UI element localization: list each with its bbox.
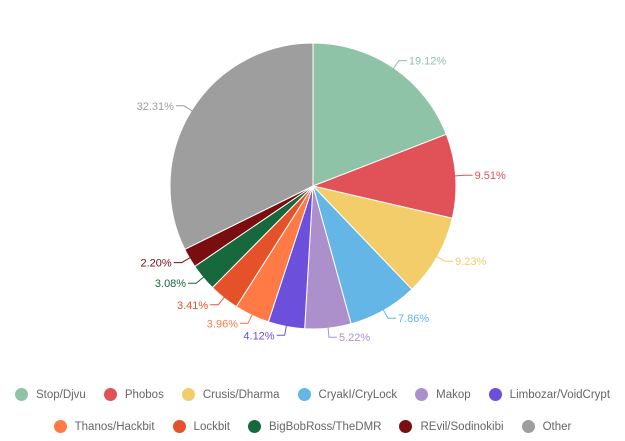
legend-row-2: Thanos/Hackbit Lockbit BigBobRoss/TheDMR RE… [0,420,625,433]
legend-label: REvil/Sodinokibi [420,420,504,433]
legend-label: CryakI/CryLock [318,388,398,401]
legend-swatch [521,420,535,433]
slice-label-stop-djvu: 19.12% [409,56,447,68]
legend-item-phobos[interactable]: Phobos [103,388,164,401]
legend-row-1: Stop/Djvu Phobos Crusis/Dharma CryakI/CryLo… [0,388,625,401]
leader-line-bigbobross-thedmr [188,275,205,284]
slice-label-crusis-dharma: 9.23% [455,256,486,268]
leader-line-cryaki-crylock [382,308,396,319]
legend-label: Thanos/Hackbit [74,420,155,433]
leader-line-phobos [453,174,473,177]
legend-item-thanos-hackbit[interactable]: Thanos/Hackbit [53,420,155,433]
slice-label-phobos: 9.51% [475,170,506,182]
legend-item-cryaki-crylock[interactable]: CryakI/CryLock [297,388,398,401]
legend-item-makop[interactable]: Makop [415,388,471,401]
legend-item-crusis-dharma[interactable]: Crusis/Dharma [181,388,280,401]
legend-swatch [172,420,186,433]
legend-label: Phobos [124,388,164,401]
legend-item-other[interactable]: Other [521,420,572,433]
legend-swatch [53,420,67,433]
legend-swatch [297,388,311,401]
leader-line-thanos-hackbit [240,313,254,324]
slice-label-revil-sodinokibi: 2.20% [140,258,171,270]
legend-swatch [14,388,28,401]
label-leader-lines [173,60,473,338]
leader-line-stop-djvu [392,60,407,70]
legend-swatch [488,388,502,401]
leader-line-revil-sodinokibi [173,256,192,264]
slice-label-other: 32.31% [137,101,175,113]
slice-label-bigbobross-thedmr: 3.08% [155,278,186,290]
slice-label-cryaki-crylock: 7.86% [398,313,429,325]
legend-label: BigBobRoss/TheDMR [268,420,382,433]
legend-label: Crusis/Dharma [202,388,280,401]
leader-line-makop [327,326,337,338]
slice-labels: 19.12% 9.51% 9.23% 7.86% 5.22% 4.12% 3.96% 3.41… [137,56,506,345]
legend-label: Makop [436,388,471,401]
slice-label-limbozar-voidcrypt: 4.12% [243,330,274,342]
legend-swatch [103,388,117,401]
slice-label-lockbit: 3.41% [177,300,208,312]
leader-line-limbozar-voidcrypt [276,324,288,336]
legend-label: Stop/Djvu [35,388,86,401]
legend-swatch [181,388,195,401]
legend-label: Limbozar/VoidCrypt [509,388,611,401]
slice-label-thanos-hackbit: 3.96% [207,318,238,330]
leader-line-other [175,105,194,113]
legend-swatch [415,388,429,401]
leader-line-lockbit [210,295,226,306]
legend-item-lockbit[interactable]: Lockbit [172,420,230,433]
legend-swatch [399,420,413,433]
legend-label: Lockbit [193,420,230,433]
legend-swatch [247,420,261,433]
pie-slices [169,42,457,330]
leader-line-crusis-dharma [435,255,454,262]
legend-item-bigbobross-thedmr[interactable]: BigBobRoss/TheDMR [247,420,382,433]
legend-label: Other [542,420,572,433]
slice-label-makop: 5.22% [339,332,370,344]
legend-item-limbozar-voidcrypt[interactable]: Limbozar/VoidCrypt [488,388,611,401]
legend-item-stop-djvu[interactable]: Stop/Djvu [14,388,86,401]
legend-item-revil-sodinokibi[interactable]: REvil/Sodinokibi [399,420,504,433]
